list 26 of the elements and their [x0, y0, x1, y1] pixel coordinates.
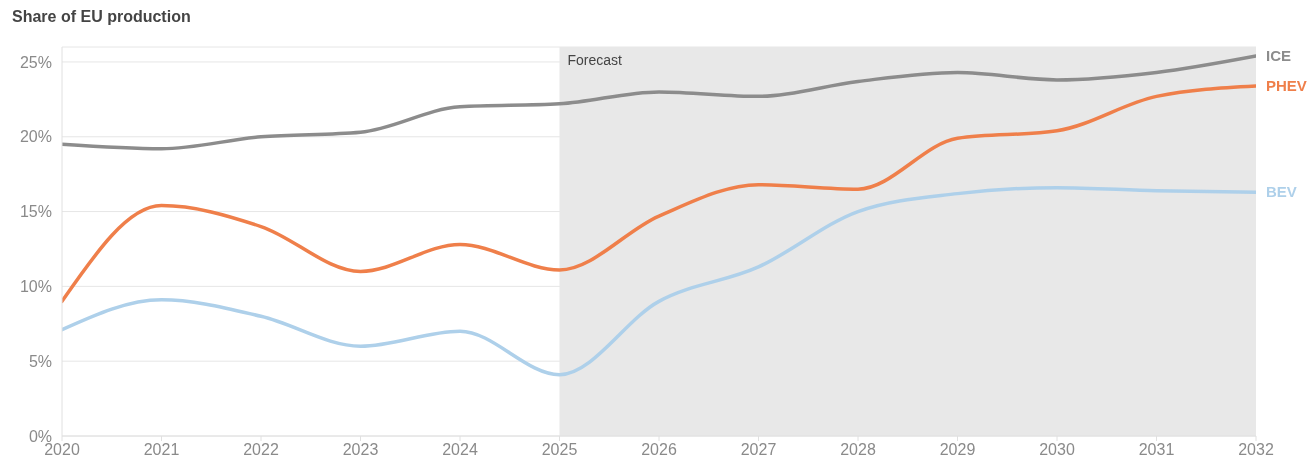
series-label: ICE [1266, 47, 1292, 65]
x-tick-label: 2023 [342, 441, 379, 459]
x-tick-label: 2028 [840, 441, 876, 459]
series-label: PHEV [1266, 77, 1307, 95]
x-tick-label: 2027 [740, 441, 777, 459]
series-label: BEV [1266, 183, 1297, 201]
y-tick-label: 20% [19, 128, 52, 146]
x-tick-label: 2024 [442, 441, 478, 459]
chart-title: Share of EU production [12, 7, 191, 27]
y-tick-label: 5% [28, 352, 52, 370]
line-series [62, 54, 1256, 151]
y-tick-label: 10% [19, 278, 52, 296]
x-tick-label: 2021 [143, 441, 180, 459]
x-tick-label: 2030 [1039, 441, 1075, 459]
x-tick-label: 2031 [1138, 441, 1175, 459]
line-series [62, 185, 1256, 377]
y-tick-label: 15% [19, 203, 52, 221]
x-tick-label: 2032 [1238, 441, 1274, 459]
x-tick-label: 2022 [243, 441, 279, 459]
line-series [62, 84, 1256, 304]
x-tick-label: 2025 [541, 441, 578, 459]
band-label: Forecast [567, 51, 623, 68]
x-tick-label: 2029 [939, 441, 976, 459]
x-tick-label: 2020 [44, 441, 80, 459]
y-tick-label: 25% [19, 53, 52, 71]
x-tick-label: 2026 [641, 441, 677, 459]
